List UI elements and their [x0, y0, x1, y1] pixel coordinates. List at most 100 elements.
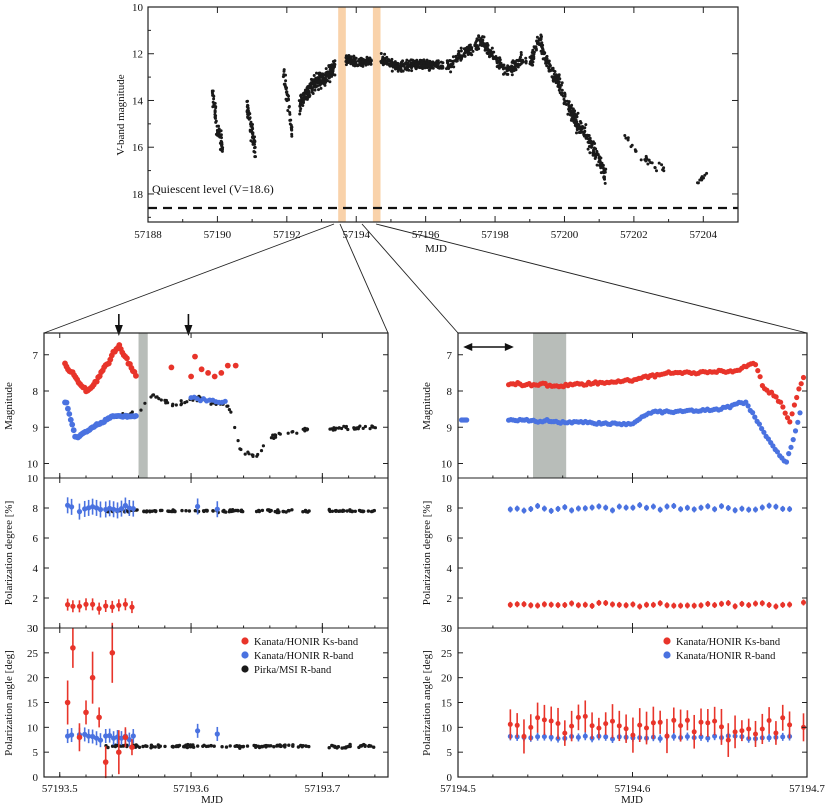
- pirka-pa-point: [110, 744, 115, 748]
- connector-left-b: [339, 223, 389, 334]
- r-mag-point: [783, 459, 790, 465]
- lightcurve-point: [431, 66, 435, 70]
- ks-pa-point: [569, 723, 575, 729]
- pirka-pd-point: [211, 509, 215, 513]
- ks-pd-point: [644, 602, 649, 608]
- lightcurve-point: [369, 60, 373, 64]
- legend-label-pirka: Pirka/MSI R-band: [254, 665, 332, 676]
- pirka-pd-point: [359, 509, 363, 514]
- pirka-mag-point: [256, 452, 260, 457]
- legend-marker-r: [663, 651, 671, 659]
- left-mag-ylabel: Magnitude: [3, 382, 15, 430]
- r-pd-point: [739, 506, 745, 512]
- pirka-pd-point: [304, 509, 308, 514]
- lightcurve-point: [542, 57, 546, 61]
- r-pa-point: [548, 734, 554, 740]
- ks-pd-point: [535, 603, 541, 609]
- r-pd-point: [126, 505, 132, 511]
- lightcurve-point: [253, 155, 257, 159]
- x-tick-label: 57194.7: [789, 783, 825, 795]
- lightcurve-point: [471, 49, 475, 53]
- ks-mag-point: [168, 364, 175, 371]
- pirka-mag-point: [226, 404, 230, 408]
- ks-mag-point: [755, 368, 761, 374]
- r-pa-point: [90, 733, 96, 740]
- ks-pd-point: [575, 602, 581, 608]
- lightcurve-point: [510, 73, 514, 77]
- pirka-pd-point: [171, 509, 175, 514]
- pirka-mag-point: [273, 433, 277, 437]
- ks-pd-point: [678, 603, 684, 609]
- pa-y-tick-label: 25: [441, 648, 453, 660]
- pirka-pa-point: [220, 745, 224, 749]
- lightcurve-point: [449, 70, 453, 74]
- lightcurve-point: [470, 53, 474, 57]
- lightcurve-point: [310, 88, 314, 92]
- r-pd-point: [69, 504, 75, 510]
- r-pd-point: [644, 505, 649, 511]
- mag-y-tick-label: 9: [447, 422, 453, 434]
- lightcurve-point: [394, 61, 398, 65]
- r-mag-point: [750, 410, 756, 416]
- r-mag-point: [222, 398, 228, 404]
- pirka-pa-point: [257, 745, 262, 750]
- pirka-mag-point: [301, 427, 305, 431]
- ks-pd-point: [671, 603, 677, 609]
- lightcurve-point: [246, 112, 250, 116]
- r-mag-point: [752, 414, 758, 420]
- lightcurve-point: [347, 58, 351, 62]
- lightcurve-point: [562, 94, 566, 98]
- lightcurve-point: [639, 158, 643, 162]
- pirka-pa-point: [304, 744, 308, 748]
- pirka-mag-point: [243, 452, 247, 456]
- lightcurve-point: [626, 136, 630, 140]
- lightcurve-point: [452, 65, 456, 69]
- ks-pa-point: [759, 726, 765, 732]
- lightcurve-point: [302, 92, 306, 96]
- ks-pa-point: [650, 720, 656, 726]
- lightcurve-point: [701, 176, 705, 180]
- lightcurve-point: [594, 155, 598, 159]
- pd-y-tick-label: 0: [447, 623, 453, 635]
- r-pd-point: [118, 506, 125, 512]
- pirka-pa-point: [287, 743, 291, 747]
- lightcurve-point: [245, 110, 249, 114]
- ks-pd-point: [712, 602, 718, 608]
- ks-pa-point: [678, 723, 684, 729]
- lightcurve-point: [559, 83, 563, 87]
- pirka-mag-point: [356, 425, 361, 430]
- top-y-tick-label: 18: [132, 189, 144, 201]
- r-mag-point: [788, 444, 794, 450]
- top-data-layer: [148, 7, 738, 222]
- top-x-tick-label: 57194: [342, 229, 370, 241]
- lightcurve-point: [392, 65, 396, 68]
- pirka-pa-point: [262, 744, 267, 748]
- pirka-pa-point: [241, 745, 245, 749]
- pirka-pd-point: [327, 507, 331, 512]
- pirka-mag-point: [170, 404, 175, 408]
- pirka-mag-point: [259, 449, 264, 453]
- top-x-tick-label: 57188: [134, 229, 162, 241]
- r-pd-point: [787, 506, 793, 512]
- lightcurve-point: [514, 67, 517, 71]
- left-pa-ylabel: Polarization angle [deg]: [3, 650, 15, 756]
- lightcurve-point: [448, 59, 452, 62]
- lightcurve-point: [213, 101, 217, 105]
- lightcurve-point: [474, 41, 478, 45]
- r-pa-point: [575, 734, 581, 740]
- right-x-axis-label: MJD: [621, 794, 643, 806]
- lightcurve-point: [566, 112, 570, 116]
- lightcurve-point: [498, 58, 502, 62]
- pirka-mag-point: [163, 398, 167, 402]
- lightcurve-point: [245, 105, 249, 109]
- lightcurve-point: [286, 109, 290, 112]
- lightcurve-point: [332, 63, 336, 67]
- lightcurve-point: [454, 59, 458, 63]
- pirka-mag-point: [371, 425, 375, 429]
- left-pd-ylabel: Polarization degree [%]: [3, 501, 15, 605]
- x-tick-label: 57193.5: [42, 783, 78, 795]
- lightcurve-point: [315, 77, 319, 81]
- ks-pa-point: [616, 723, 622, 729]
- lightcurve-point: [284, 79, 288, 83]
